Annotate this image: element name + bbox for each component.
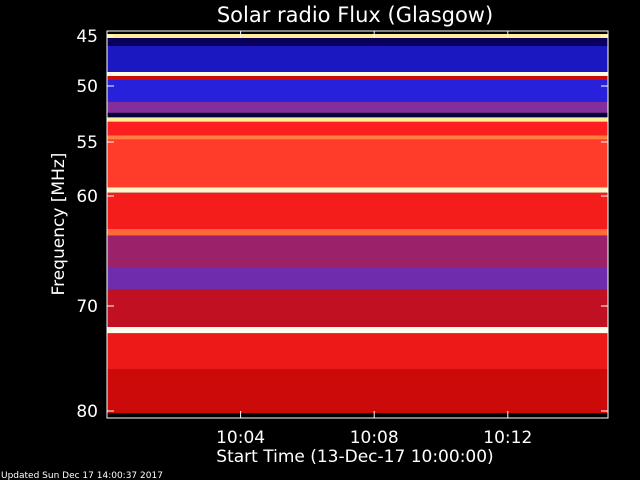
spectrum-band bbox=[107, 267, 608, 290]
spectrum-band bbox=[107, 34, 608, 38]
spectrum-band bbox=[107, 139, 608, 188]
spectrum-band bbox=[107, 80, 608, 102]
spectrum-band bbox=[107, 101, 608, 113]
x-axis: 10:04 10:08 10:12 bbox=[216, 31, 532, 448]
y-tick-label: 60 bbox=[76, 187, 98, 207]
chart-title: Solar radio Flux (Glasgow) bbox=[217, 3, 493, 27]
x-tick-label: 10:12 bbox=[483, 428, 532, 448]
y-tick-label: 55 bbox=[76, 133, 98, 153]
y-tick-label: 70 bbox=[76, 297, 98, 317]
spectrum-band bbox=[107, 121, 608, 136]
spectrum-band bbox=[107, 135, 608, 140]
spectrum-band bbox=[107, 38, 608, 46]
spectrum-band bbox=[107, 369, 608, 414]
spectrum-band bbox=[107, 117, 608, 122]
x-axis-title: Start Time (13-Dec-17 10:00:00) bbox=[216, 447, 493, 467]
y-axis: 45 50 55 60 70 80 bbox=[76, 27, 608, 422]
y-axis-title: Frequency [MHz] bbox=[49, 153, 69, 296]
y-tick-label: 50 bbox=[76, 77, 98, 97]
y-tick-label: 80 bbox=[76, 402, 98, 422]
spectrum-band bbox=[107, 289, 608, 327]
x-tick-label: 10:04 bbox=[216, 428, 265, 448]
spectrum-band bbox=[107, 76, 608, 80]
spectrum-band bbox=[107, 112, 608, 118]
spectrum-band bbox=[107, 333, 608, 369]
spectrum-band bbox=[107, 327, 608, 334]
spectrum-band bbox=[107, 235, 608, 268]
y-tick-label: 45 bbox=[76, 27, 98, 47]
spectrum-band bbox=[107, 229, 608, 236]
plot-area bbox=[107, 34, 608, 414]
spectrum-band bbox=[107, 192, 608, 229]
updated-timestamp: Updated Sun Dec 17 14:00:37 2017 bbox=[1, 471, 163, 480]
plot-frame bbox=[106, 30, 609, 419]
spectrum-band bbox=[107, 72, 608, 76]
spectrum-band bbox=[107, 46, 608, 72]
spectrum-band bbox=[107, 187, 608, 193]
x-tick-label: 10:08 bbox=[350, 428, 399, 448]
